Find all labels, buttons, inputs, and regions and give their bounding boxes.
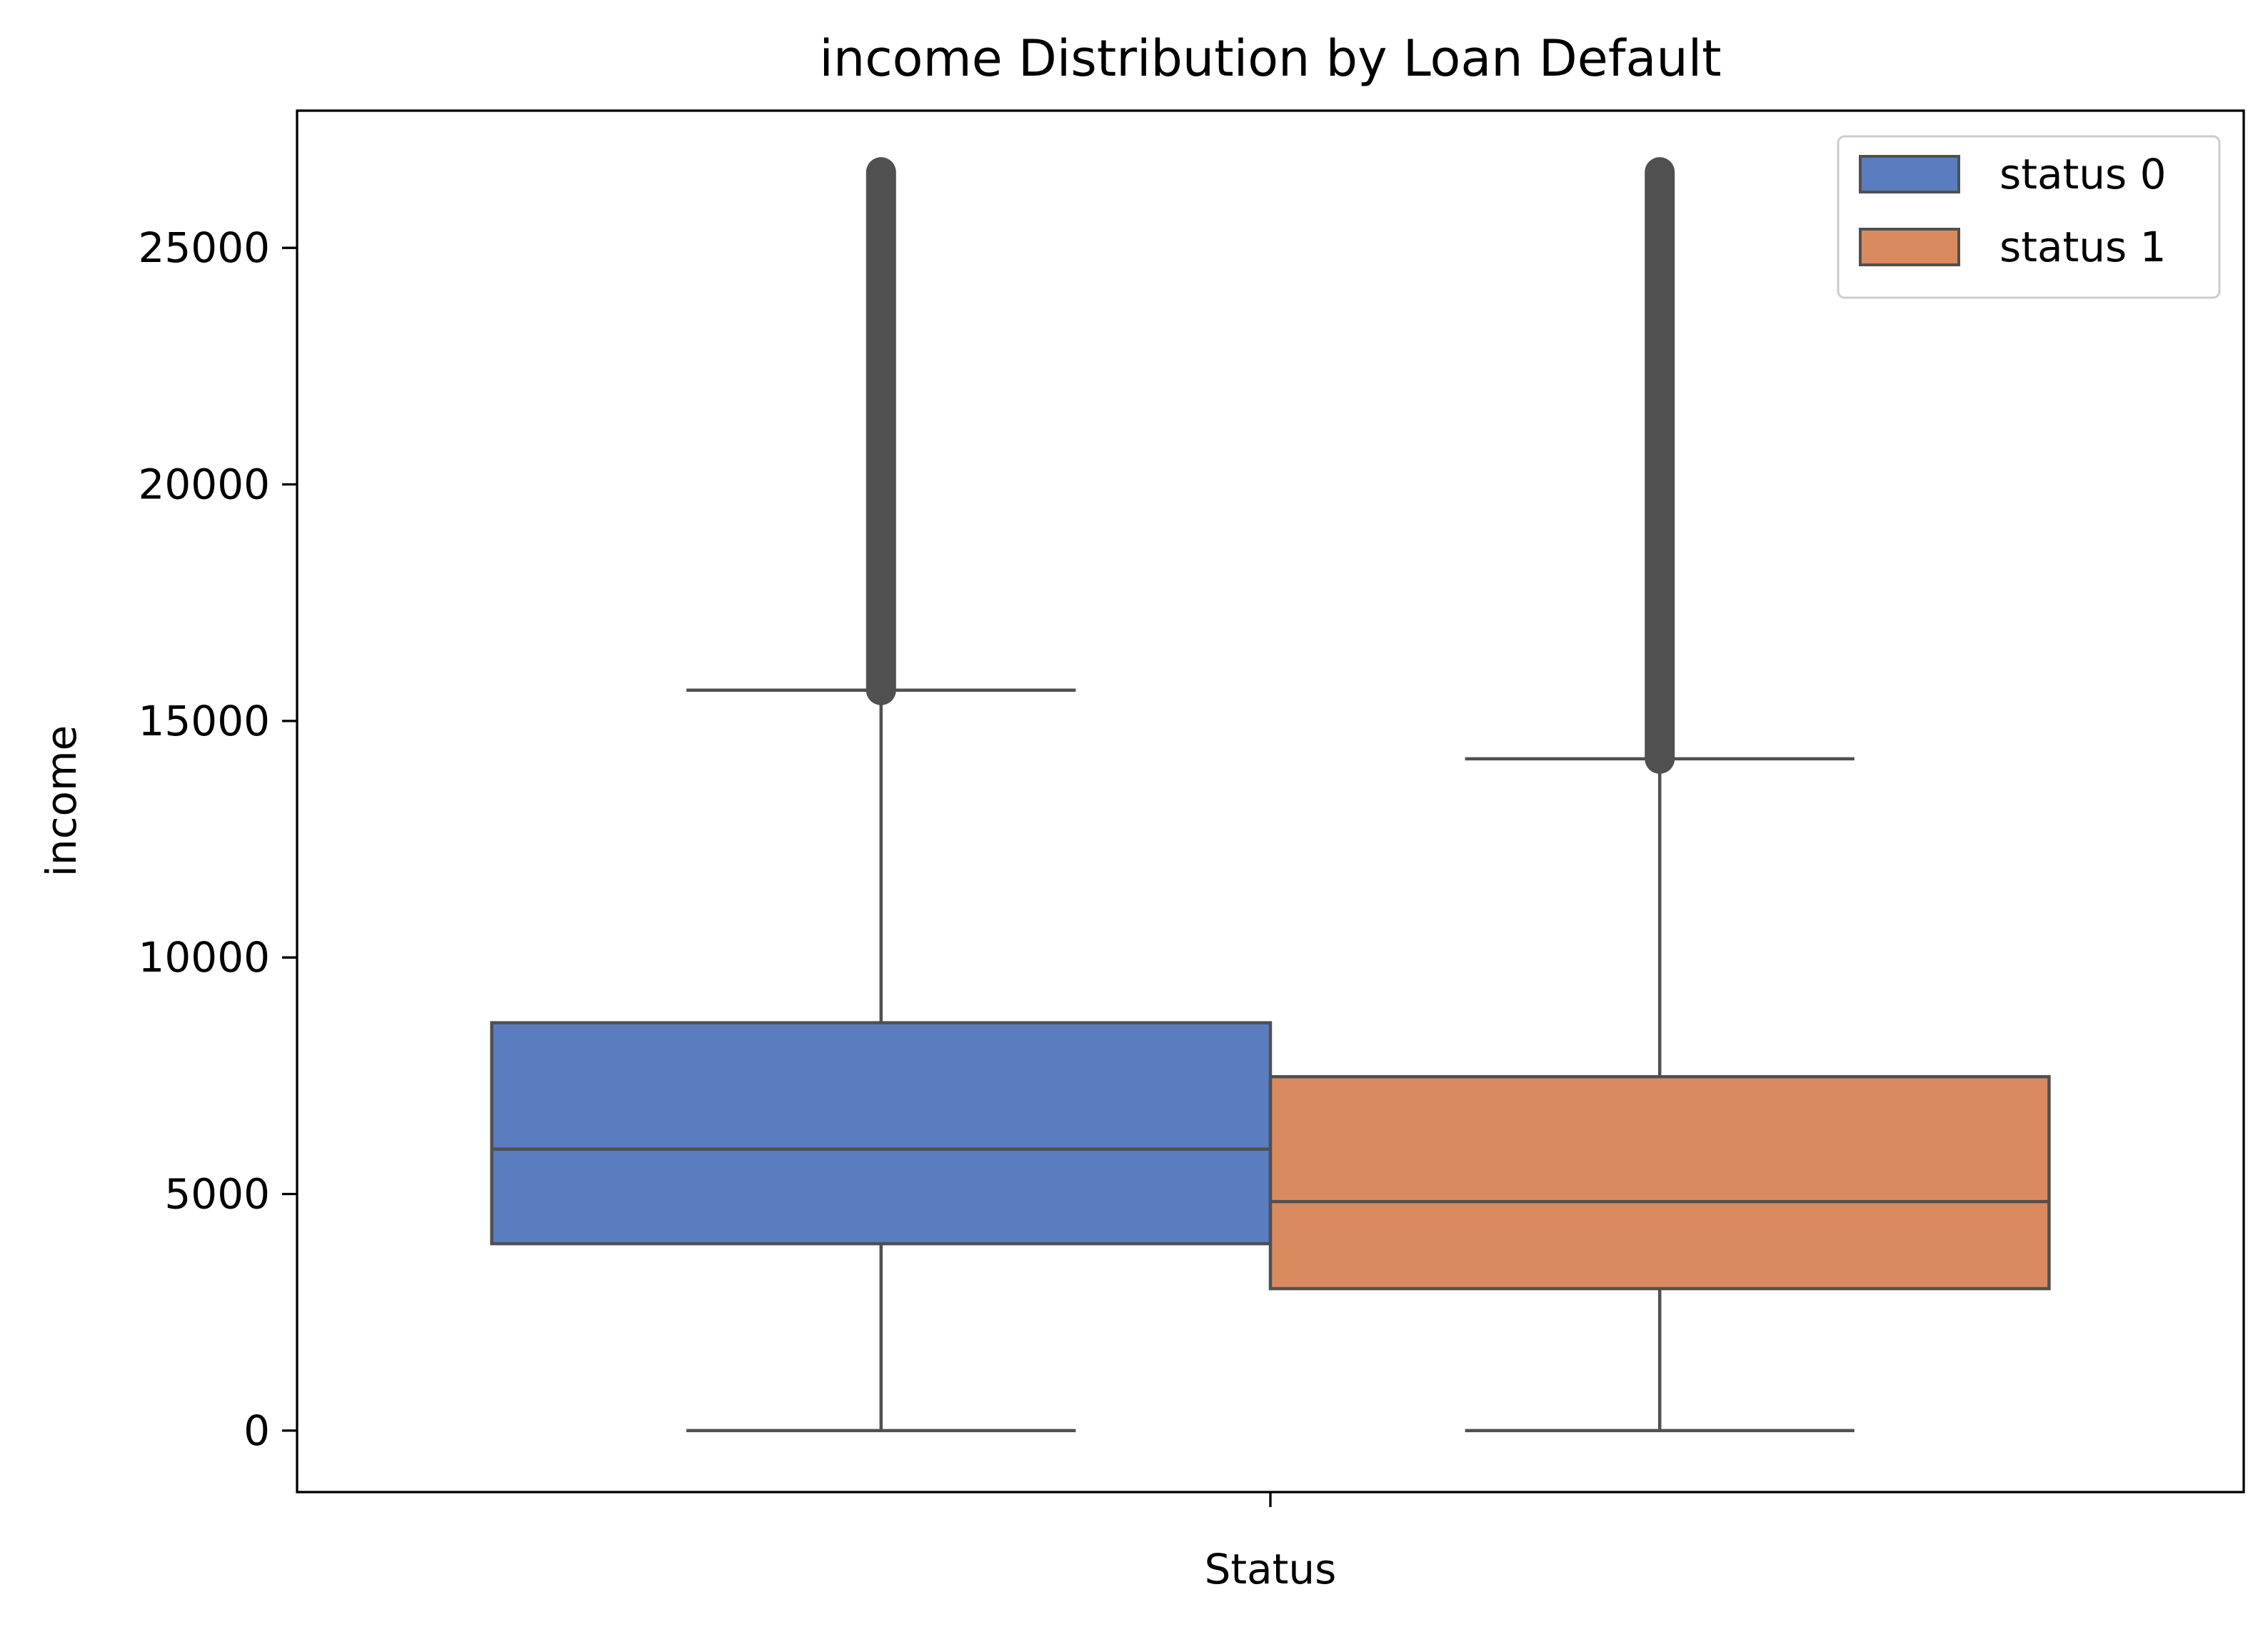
box-status-0 [490,157,1273,1433]
chart-title: income Distribution by Loan Default [819,29,1721,88]
y-tick-label: 5000 [164,1170,270,1219]
iqr-box [1268,1074,2051,1291]
iqr-box [490,1021,1273,1246]
y-tick-label: 20000 [138,460,270,509]
y-tick-label: 15000 [138,697,270,745]
y-tick-label: 0 [244,1406,270,1455]
y-tick-label: 25000 [138,223,270,272]
legend-label: status 1 [1999,223,2167,271]
box-status-1 [1268,157,2051,1433]
y-tick-label: 10000 [138,933,270,982]
legend-label: status 0 [1999,150,2167,198]
legend: status 0 status 1 [1837,135,2221,299]
legend-swatch [1859,228,1960,266]
x-axis-label: Status [1205,1545,1337,1593]
legend-swatch [1859,155,1960,193]
y-axis-label: income [37,725,86,877]
